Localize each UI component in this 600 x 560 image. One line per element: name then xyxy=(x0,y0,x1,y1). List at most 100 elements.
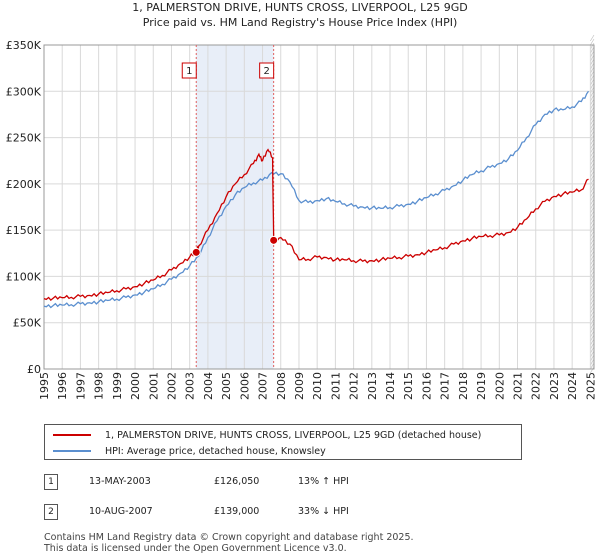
future-hatch-line xyxy=(590,114,595,122)
footer-license: This data is licensed under the Open Gov… xyxy=(44,543,347,554)
x-tick-label: 1999 xyxy=(111,372,124,400)
future-hatch-line xyxy=(590,358,595,366)
y-tick-label: £100K xyxy=(6,270,42,283)
future-hatch-line xyxy=(590,90,595,98)
transaction-row: 2 10-AUG-2007 £139,000 33% ↓ HPI xyxy=(44,504,564,524)
future-hatch-line xyxy=(590,306,595,314)
future-hatch-line xyxy=(590,294,595,302)
y-tick-label: £0 xyxy=(27,363,41,376)
x-tick-label: 2002 xyxy=(165,372,178,400)
ownership-period-shade xyxy=(196,45,274,369)
future-hatch-line xyxy=(590,70,595,78)
transaction-price: £139,000 xyxy=(214,506,260,517)
legend-swatch-property xyxy=(53,434,91,436)
chart-title: 1, PALMERSTON DRIVE, HUNTS CROSS, LIVERP… xyxy=(132,1,467,14)
transaction-hpi-change: 33% ↓ HPI xyxy=(298,506,349,517)
future-hatch-line xyxy=(590,130,595,138)
future-hatch-line xyxy=(590,234,595,242)
sale-marker-label: 2 xyxy=(263,66,269,77)
transaction-hpi-change: 13% ↑ HPI xyxy=(298,476,349,487)
legend-item-property: 1, PALMERSTON DRIVE, HUNTS CROSS, LIVERP… xyxy=(53,427,481,443)
future-hatch-line xyxy=(590,110,595,118)
transaction-row: 1 13-MAY-2003 £126,050 13% ↑ HPI xyxy=(44,474,564,494)
future-hatch-line xyxy=(590,298,595,306)
x-tick-label: 2009 xyxy=(293,372,306,400)
plot-frame xyxy=(43,44,595,370)
x-tick-label: 2012 xyxy=(348,372,361,400)
legend-item-hpi: HPI: Average price, detached house, Know… xyxy=(53,443,326,459)
future-hatch-line xyxy=(590,150,595,158)
plot-background xyxy=(44,45,594,369)
chart-subtitle: Price paid vs. HM Land Registry's House … xyxy=(143,16,458,29)
future-hatch-line xyxy=(590,102,595,110)
future-hatch-line xyxy=(590,82,595,90)
x-tick-label: 2020 xyxy=(493,372,506,400)
future-hatch-line xyxy=(590,318,595,326)
future-hatch-line xyxy=(590,158,595,166)
future-hatch-line xyxy=(590,126,595,134)
future-hatch-line xyxy=(590,210,595,218)
x-tick-label: 2005 xyxy=(220,372,233,400)
y-tick-label: £200K xyxy=(6,178,42,191)
future-hatch-line xyxy=(590,162,595,170)
transaction-marker: 2 xyxy=(44,504,58,520)
future-hatch-line xyxy=(590,106,595,114)
future-hatch-line xyxy=(590,190,595,198)
future-hatch-line xyxy=(590,254,595,262)
footer: Contains HM Land Registry data © Crown c… xyxy=(44,532,414,554)
future-hatch-line xyxy=(590,146,595,154)
future-hatch-line xyxy=(590,186,595,194)
x-tick-label: 2003 xyxy=(184,372,197,400)
future-hatch-line xyxy=(590,46,595,54)
future-hatch-line xyxy=(590,250,595,258)
future-hatch-line xyxy=(590,174,595,182)
future-hatch-line xyxy=(590,354,595,362)
sale-marker-box xyxy=(259,62,275,79)
future-hatch-line xyxy=(590,330,595,338)
future-hatch-line xyxy=(590,198,595,206)
y-tick-label: £150K xyxy=(6,224,42,237)
future-hatch-line xyxy=(590,222,595,230)
future-hatch-line xyxy=(590,74,595,82)
future-hatch-line xyxy=(590,278,595,286)
future-hatch-line xyxy=(590,362,595,370)
future-hatch-line xyxy=(590,366,595,374)
future-hatch-line xyxy=(590,230,595,238)
future-hatch-line xyxy=(590,346,595,354)
footer-copyright: Contains HM Land Registry data © Crown c… xyxy=(44,532,414,543)
future-hatch-line xyxy=(590,154,595,162)
future-hatch-line xyxy=(590,214,595,222)
future-hatch-line xyxy=(590,326,595,334)
x-tick-label: 2013 xyxy=(366,372,379,400)
y-tick-label: £300K xyxy=(6,85,42,98)
future-hatch-line xyxy=(590,246,595,254)
future-hatch-line xyxy=(590,302,595,310)
future-hatch-line xyxy=(590,194,595,202)
x-tick-label: 2016 xyxy=(420,372,433,400)
future-hatch-line xyxy=(590,142,595,150)
sale-point xyxy=(269,235,279,245)
x-tick-label: 2010 xyxy=(311,372,324,400)
legend-label-property: 1, PALMERSTON DRIVE, HUNTS CROSS, LIVERP… xyxy=(105,429,482,441)
future-hatch-line xyxy=(590,138,595,146)
future-hatch-line xyxy=(590,218,595,226)
x-tick-label: 1998 xyxy=(93,372,106,400)
transaction-date: 13-MAY-2003 xyxy=(89,476,151,487)
x-tick-label: 2015 xyxy=(402,372,415,400)
future-hatch-line xyxy=(590,338,595,346)
y-tick-label: £350K xyxy=(6,39,42,52)
future-hatch-line xyxy=(590,34,595,42)
future-hatch-line xyxy=(590,86,595,94)
y-tick-label: £50K xyxy=(13,317,42,330)
future-hatch-line xyxy=(590,66,595,74)
sale-marker-label: 1 xyxy=(186,66,192,77)
future-hatch-line xyxy=(590,322,595,330)
future-hatch-line xyxy=(590,238,595,246)
future-hatch-line xyxy=(590,78,595,86)
y-tick-label: £250K xyxy=(6,132,42,145)
hpi-series-line xyxy=(43,90,590,309)
transaction-marker: 1 xyxy=(44,474,58,490)
x-tick-label: 2007 xyxy=(257,372,270,400)
x-tick-label: 2014 xyxy=(384,372,397,400)
future-hatch-line xyxy=(590,166,595,174)
